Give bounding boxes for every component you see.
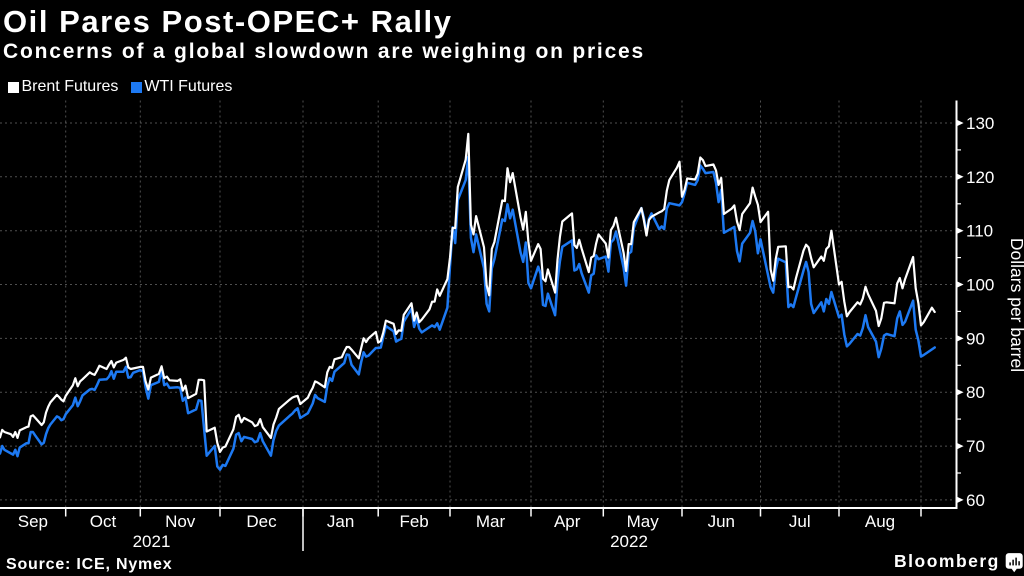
svg-text:2021: 2021 <box>133 532 171 551</box>
svg-text:Jul: Jul <box>789 512 811 531</box>
svg-text:80: 80 <box>966 383 985 402</box>
svg-text:Oct: Oct <box>90 512 117 531</box>
svg-text:120: 120 <box>966 168 994 187</box>
svg-text:2022: 2022 <box>610 532 648 551</box>
svg-text:70: 70 <box>966 437 985 456</box>
svg-text:Mar: Mar <box>476 512 506 531</box>
svg-text:Jun: Jun <box>708 512 735 531</box>
svg-text:90: 90 <box>966 329 985 348</box>
svg-text:May: May <box>627 512 660 531</box>
svg-text:Dollars per barrel: Dollars per barrel <box>1007 238 1024 372</box>
svg-text:Aug: Aug <box>865 512 895 531</box>
svg-text:Jan: Jan <box>327 512 354 531</box>
svg-text:Sep: Sep <box>18 512 48 531</box>
svg-text:Feb: Feb <box>399 512 428 531</box>
svg-text:Dec: Dec <box>246 512 277 531</box>
svg-text:Nov: Nov <box>165 512 196 531</box>
svg-text:130: 130 <box>966 114 994 133</box>
svg-text:110: 110 <box>966 222 993 241</box>
svg-text:60: 60 <box>966 491 985 510</box>
svg-text:100: 100 <box>966 276 994 295</box>
svg-text:Apr: Apr <box>554 512 581 531</box>
